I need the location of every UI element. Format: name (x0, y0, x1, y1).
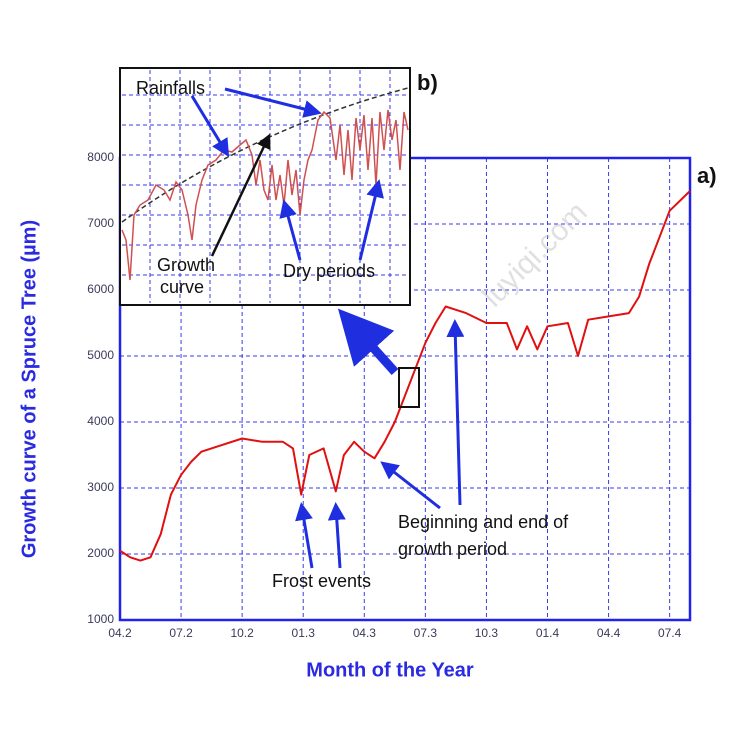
annotation: growth period (398, 539, 507, 559)
x-tick-label: 10.2 (230, 626, 254, 640)
zoom-box (398, 367, 420, 408)
y-tick-label: 2000 (87, 546, 114, 560)
x-tick-label: 01.4 (536, 626, 560, 640)
annotation: Frost events (272, 571, 371, 591)
x-tick-label: 04.4 (597, 626, 621, 640)
x-tick-label: 10.3 (475, 626, 499, 640)
annotation: Rainfalls (136, 78, 205, 98)
y-tick-label: 8000 (87, 150, 114, 164)
x-tick-label: 04.2 (108, 626, 132, 640)
x-tick-label: 07.3 (414, 626, 438, 640)
x-axis-title: Month of the Year (306, 659, 474, 681)
x-tick-label: 01.3 (292, 626, 316, 640)
y-tick-label: 7000 (87, 216, 114, 230)
inset-frame (119, 67, 411, 306)
y-tick-label: 6000 (87, 282, 114, 296)
panel-label: a) (697, 163, 717, 188)
y-axis-title: Growth curve of a Spruce Tree (µm) (18, 220, 40, 558)
y-tick-label: 3000 (87, 480, 114, 494)
inset-label: b) (417, 70, 438, 95)
watermark: luyiqi.com (476, 196, 594, 314)
y-tick-label: 5000 (87, 348, 114, 362)
annotation: Growth (157, 255, 215, 275)
inset: b) Rainfalls Growth curve Dry periods (119, 67, 438, 306)
x-tick-label: 04.3 (353, 626, 377, 640)
x-tick-label: 07.2 (169, 626, 193, 640)
y-tick-label: 4000 (87, 414, 114, 428)
x-tick-label: 07.4 (658, 626, 682, 640)
annotation: Beginning and end of (398, 512, 569, 532)
annotation: Dry periods (283, 261, 375, 281)
annotation: curve (160, 277, 204, 297)
inset-grid (122, 70, 408, 303)
inset-growth-curve (121, 87, 409, 223)
growth-line (119, 190, 691, 562)
zoom-arrow (337, 308, 399, 376)
y-tick-label: 1000 (87, 612, 114, 626)
